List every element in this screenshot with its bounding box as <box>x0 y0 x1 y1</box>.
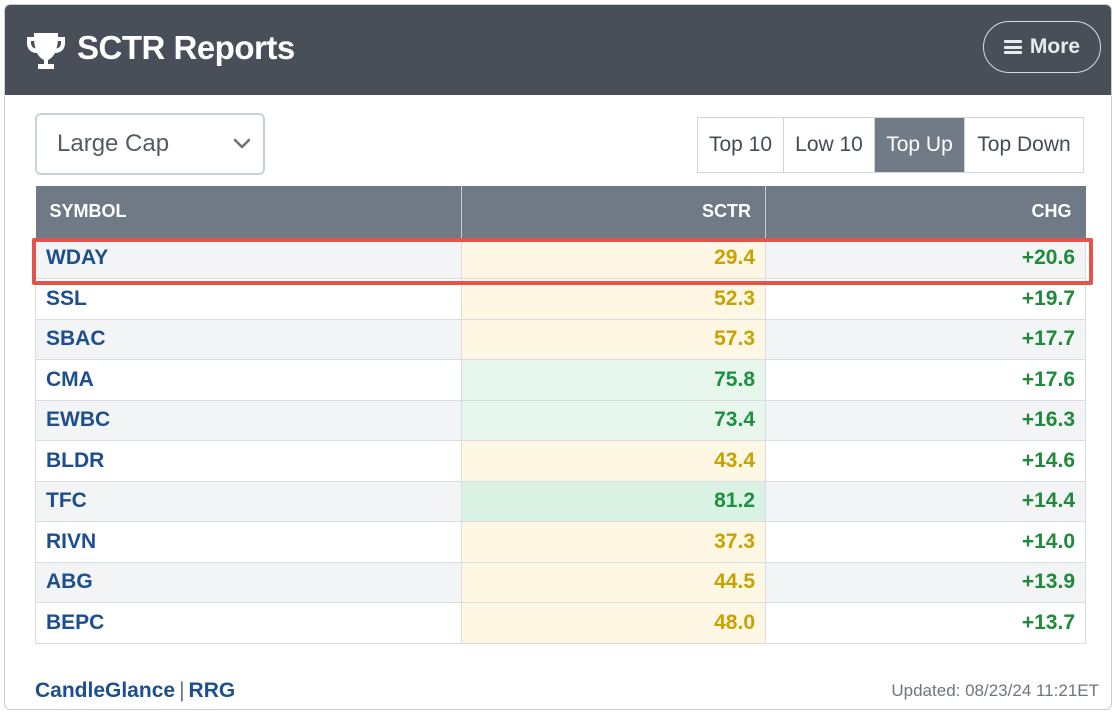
footer-links: CandleGlance | RRG <box>35 679 235 703</box>
sctr-cell: 48.0 <box>461 602 766 644</box>
chg-cell: +14.4 <box>765 480 1086 522</box>
table-row[interactable]: CMA 75.8 +17.6 <box>35 359 1086 400</box>
tab-low-10[interactable]: Low 10 <box>784 118 875 172</box>
trophy-icon <box>27 33 65 69</box>
chg-cell: +17.7 <box>765 318 1086 360</box>
rrg-link[interactable]: RRG <box>188 679 236 702</box>
tab-top-up[interactable]: Top Up <box>875 118 965 172</box>
column-header-symbol[interactable]: SYMBOL <box>35 186 462 238</box>
symbol-cell[interactable]: BLDR <box>35 440 462 481</box>
table-row[interactable]: EWBC 73.4 +16.3 <box>35 399 1086 441</box>
sctr-cell: 29.4 <box>461 237 766 279</box>
table-row[interactable]: SSL 52.3 +19.7 <box>35 278 1086 319</box>
chg-cell: +17.6 <box>765 359 1086 400</box>
sctr-cell: 81.2 <box>461 480 766 522</box>
symbol-cell[interactable]: ABG <box>35 561 462 603</box>
sctr-cell: 52.3 <box>461 278 766 319</box>
sctr-cell: 44.5 <box>461 561 766 603</box>
chg-cell: +19.7 <box>765 278 1086 319</box>
tab-top-down[interactable]: Top Down <box>965 118 1083 172</box>
sctr-reports-panel: SCTR Reports More Large Cap Top 10 Low 1… <box>4 4 1112 710</box>
tab-top-10[interactable]: Top 10 <box>698 118 784 172</box>
table-row[interactable]: RIVN 37.3 +14.0 <box>35 521 1086 562</box>
report-type-tabs: Top 10 Low 10 Top Up Top Down <box>697 117 1084 173</box>
sctr-table: SYMBOL SCTR CHG WDAY 29.4 +20.6 SSL 52.3 +19.… <box>35 186 1086 644</box>
symbol-cell[interactable]: SBAC <box>35 318 462 360</box>
chg-cell: +13.9 <box>765 561 1086 603</box>
chevron-down-icon <box>233 138 251 149</box>
table-row[interactable]: ABG 44.5 +13.9 <box>35 561 1086 603</box>
column-header-chg[interactable]: CHG <box>765 186 1086 238</box>
symbol-cell[interactable]: CMA <box>35 359 462 400</box>
sctr-cell: 73.4 <box>461 399 766 441</box>
sctr-cell: 57.3 <box>461 318 766 360</box>
table-row[interactable]: SBAC 57.3 +17.7 <box>35 318 1086 360</box>
chg-cell: +14.0 <box>765 521 1086 562</box>
more-button-label: More <box>1029 35 1081 58</box>
symbol-cell[interactable]: RIVN <box>35 521 462 562</box>
table-body: WDAY 29.4 +20.6 SSL 52.3 +19.7 SBAC 57.3 +17.7 CM… <box>35 237 1086 644</box>
symbol-cell[interactable]: WDAY <box>35 237 462 279</box>
symbol-cell[interactable]: TFC <box>35 480 462 522</box>
market-cap-select-value: Large Cap <box>57 130 170 157</box>
table-row[interactable]: BEPC 48.0 +13.7 <box>35 602 1086 644</box>
chg-cell: +13.7 <box>765 602 1086 644</box>
page-title: SCTR Reports <box>77 29 295 66</box>
column-header-sctr[interactable]: SCTR <box>461 186 766 238</box>
chg-cell: +14.6 <box>765 440 1086 481</box>
panel-header: SCTR Reports More <box>5 5 1111 95</box>
more-button[interactable]: More <box>983 21 1101 73</box>
chg-cell: +16.3 <box>765 399 1086 441</box>
table-row[interactable]: BLDR 43.4 +14.6 <box>35 440 1086 481</box>
updated-timestamp: Updated: 08/23/24 11:21ET <box>891 681 1099 700</box>
chg-cell: +20.6 <box>765 237 1086 279</box>
hamburger-menu-icon <box>1003 40 1022 54</box>
table-row[interactable]: WDAY 29.4 +20.6 <box>35 237 1086 279</box>
footer-separator: | <box>179 679 185 702</box>
candleglance-link[interactable]: CandleGlance <box>35 679 176 702</box>
sctr-cell: 75.8 <box>461 359 766 400</box>
symbol-cell[interactable]: BEPC <box>35 602 462 644</box>
symbol-cell[interactable]: EWBC <box>35 399 462 441</box>
table-row[interactable]: TFC 81.2 +14.4 <box>35 480 1086 522</box>
symbol-cell[interactable]: SSL <box>35 278 462 319</box>
sctr-cell: 43.4 <box>461 440 766 481</box>
sctr-cell: 37.3 <box>461 521 766 562</box>
market-cap-select[interactable]: Large Cap <box>35 113 265 175</box>
table-header-row: SYMBOL SCTR CHG <box>35 186 1086 238</box>
